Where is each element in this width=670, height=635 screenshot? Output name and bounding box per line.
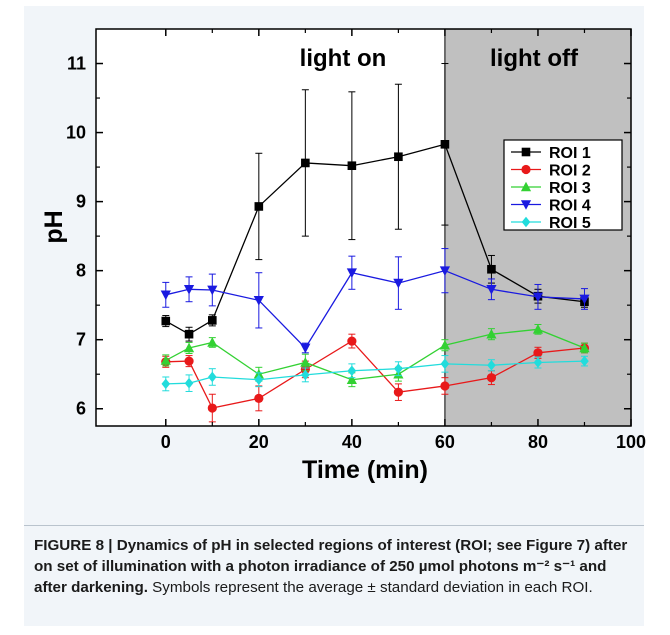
legend-item-roi-3: ROI 3 (511, 180, 591, 197)
data-point (208, 371, 217, 383)
y-tick-label: 10 (66, 123, 86, 143)
data-point (184, 377, 194, 389)
x-tick-label: 80 (528, 432, 548, 452)
data-point (487, 264, 496, 274)
data-point (486, 373, 497, 383)
figure-caption: FIGURE 8 | Dynamics of pH in selected re… (34, 535, 634, 598)
data-point (207, 403, 217, 413)
data-point (161, 316, 171, 326)
caption-divider (24, 525, 644, 526)
legend-item-roi-1: ROI 1 (511, 145, 591, 162)
data-point (440, 381, 450, 391)
data-point (439, 266, 451, 276)
data-point (347, 161, 357, 171)
data-point (254, 374, 264, 386)
legend-label: ROI 2 (549, 163, 591, 180)
data-point (579, 294, 590, 305)
data-point (347, 336, 357, 346)
data-point (346, 374, 357, 385)
data-point (394, 152, 403, 162)
data-point (183, 284, 195, 295)
data-point (532, 324, 544, 334)
data-point (346, 268, 357, 279)
x-axis-label: Time (min) (302, 456, 428, 484)
legend-marker (521, 164, 531, 175)
y-tick-label: 11 (67, 54, 86, 74)
series-roi-4 (160, 248, 590, 354)
data-point (579, 342, 590, 353)
series-roi-2 (161, 333, 590, 423)
data-point (439, 339, 451, 350)
caption-normal-text: Symbols represent the average ± standard… (147, 579, 593, 596)
data-point (184, 356, 194, 366)
legend-label: ROI 5 (549, 215, 591, 232)
x-tick-label: 0 (161, 432, 171, 452)
data-point (532, 292, 544, 303)
data-point (254, 202, 264, 211)
data-point (208, 316, 217, 325)
data-point (300, 357, 311, 367)
legend-item-roi-4: ROI 4 (511, 198, 591, 215)
legend-item-roi-2: ROI 2 (511, 163, 591, 180)
data-point (393, 278, 404, 289)
data-point (184, 329, 194, 339)
caption-bold-text: FIGURE 8 | Dynamics of pH in selected re… (34, 537, 628, 596)
data-point (486, 328, 497, 339)
data-point (440, 140, 450, 149)
data-point (183, 342, 195, 353)
legend-marker (521, 216, 531, 228)
series-roi-5 (161, 355, 589, 392)
data-point (207, 285, 218, 296)
annotation-light-on: light on (300, 45, 387, 72)
data-point (253, 296, 264, 306)
data-point (580, 355, 589, 367)
data-point (487, 359, 496, 371)
data-point (207, 337, 218, 347)
legend-label: ROI 4 (549, 198, 591, 215)
data-point (301, 369, 310, 381)
y-tick-label: 9 (76, 192, 86, 212)
legend-item-roi-5: ROI 5 (511, 215, 591, 232)
x-tick-label: 60 (435, 432, 455, 452)
legend-label: ROI 1 (549, 145, 591, 162)
data-point (161, 378, 171, 390)
data-point (486, 284, 497, 295)
data-point (160, 290, 171, 301)
y-tick-label: 6 (76, 399, 86, 419)
annotation-light-off: light off (490, 45, 579, 72)
data-point (300, 343, 311, 354)
y-tick-label: 8 (76, 261, 86, 281)
data-point (533, 357, 543, 368)
data-point (160, 355, 171, 365)
legend-box (503, 139, 623, 231)
legend-marker (520, 181, 532, 192)
data-point (301, 158, 310, 168)
legend-label: ROI 3 (549, 180, 591, 197)
x-tick-label: 20 (249, 432, 269, 452)
data-point (440, 358, 450, 370)
legend-marker (521, 147, 531, 157)
y-axis-label: pH (40, 210, 68, 243)
data-point (533, 348, 543, 358)
data-point (254, 393, 264, 403)
x-tick-label: 40 (342, 432, 362, 452)
y-tick-label: 7 (76, 330, 86, 350)
data-point (394, 363, 403, 374)
x-tick-label: 100 (616, 432, 646, 452)
data-point (347, 365, 357, 377)
legend-marker (520, 200, 532, 210)
plot-frame (95, 28, 632, 427)
data-point (393, 387, 403, 397)
